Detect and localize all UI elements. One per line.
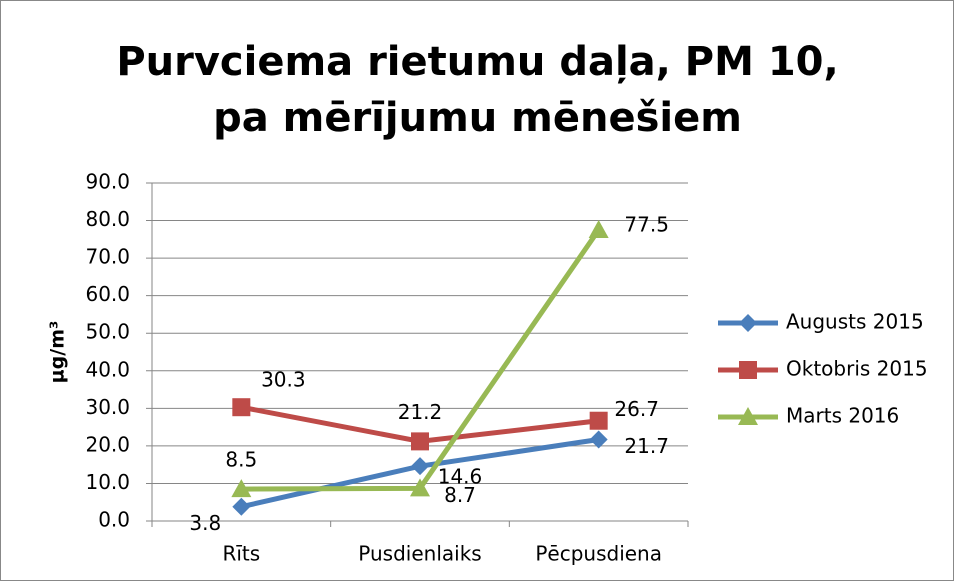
data-label: 21.7 — [624, 434, 669, 458]
marker — [411, 432, 429, 451]
data-label: 30.3 — [261, 368, 306, 392]
marker — [410, 478, 430, 497]
marker — [589, 430, 608, 449]
data-label: 26.7 — [614, 397, 659, 421]
marker — [232, 398, 251, 417]
data-label: 21.2 — [398, 400, 443, 424]
data-label: 8.5 — [225, 448, 257, 472]
legend-label: Oktobris 2015 — [786, 357, 928, 381]
y-axis-label: µg/m³ — [47, 321, 69, 384]
y-tick-label: 20.0 — [85, 432, 130, 456]
chart-title: Purvciema rietumu daļa, PM 10, pa mērīju… — [116, 39, 839, 141]
y-tick-label: 60.0 — [85, 282, 130, 306]
data-label: 14.6 — [438, 465, 483, 489]
marker — [739, 314, 757, 332]
y-tick-label: 40.0 — [85, 357, 130, 381]
x-tick-label: Pusdienlaiks — [358, 542, 481, 566]
y-tick-label: 50.0 — [85, 320, 130, 344]
y-tick-label: 10.0 — [85, 470, 130, 494]
y-tick-label: 80.0 — [85, 207, 130, 231]
legend-label: Augusts 2015 — [786, 310, 924, 334]
marker — [738, 407, 758, 425]
y-tick-label: 30.0 — [85, 395, 130, 419]
y-tick-label: 90.0 — [85, 170, 130, 194]
marker — [589, 411, 608, 430]
y-tick-label: 70.0 — [85, 245, 130, 269]
marker — [411, 457, 429, 476]
marker — [231, 479, 252, 498]
marker — [588, 219, 609, 238]
data-label: 8.7 — [444, 483, 476, 507]
y-tick-label: 0.0 — [98, 508, 130, 532]
x-tick-label: Pēcpusdiena — [535, 542, 662, 566]
legend-label: Marts 2016 — [786, 404, 899, 428]
marker — [232, 497, 251, 516]
marker — [739, 361, 757, 379]
x-tick-label: Rīts — [222, 542, 260, 566]
data-label: 77.5 — [624, 212, 669, 236]
data-label: 3.8 — [189, 511, 221, 535]
